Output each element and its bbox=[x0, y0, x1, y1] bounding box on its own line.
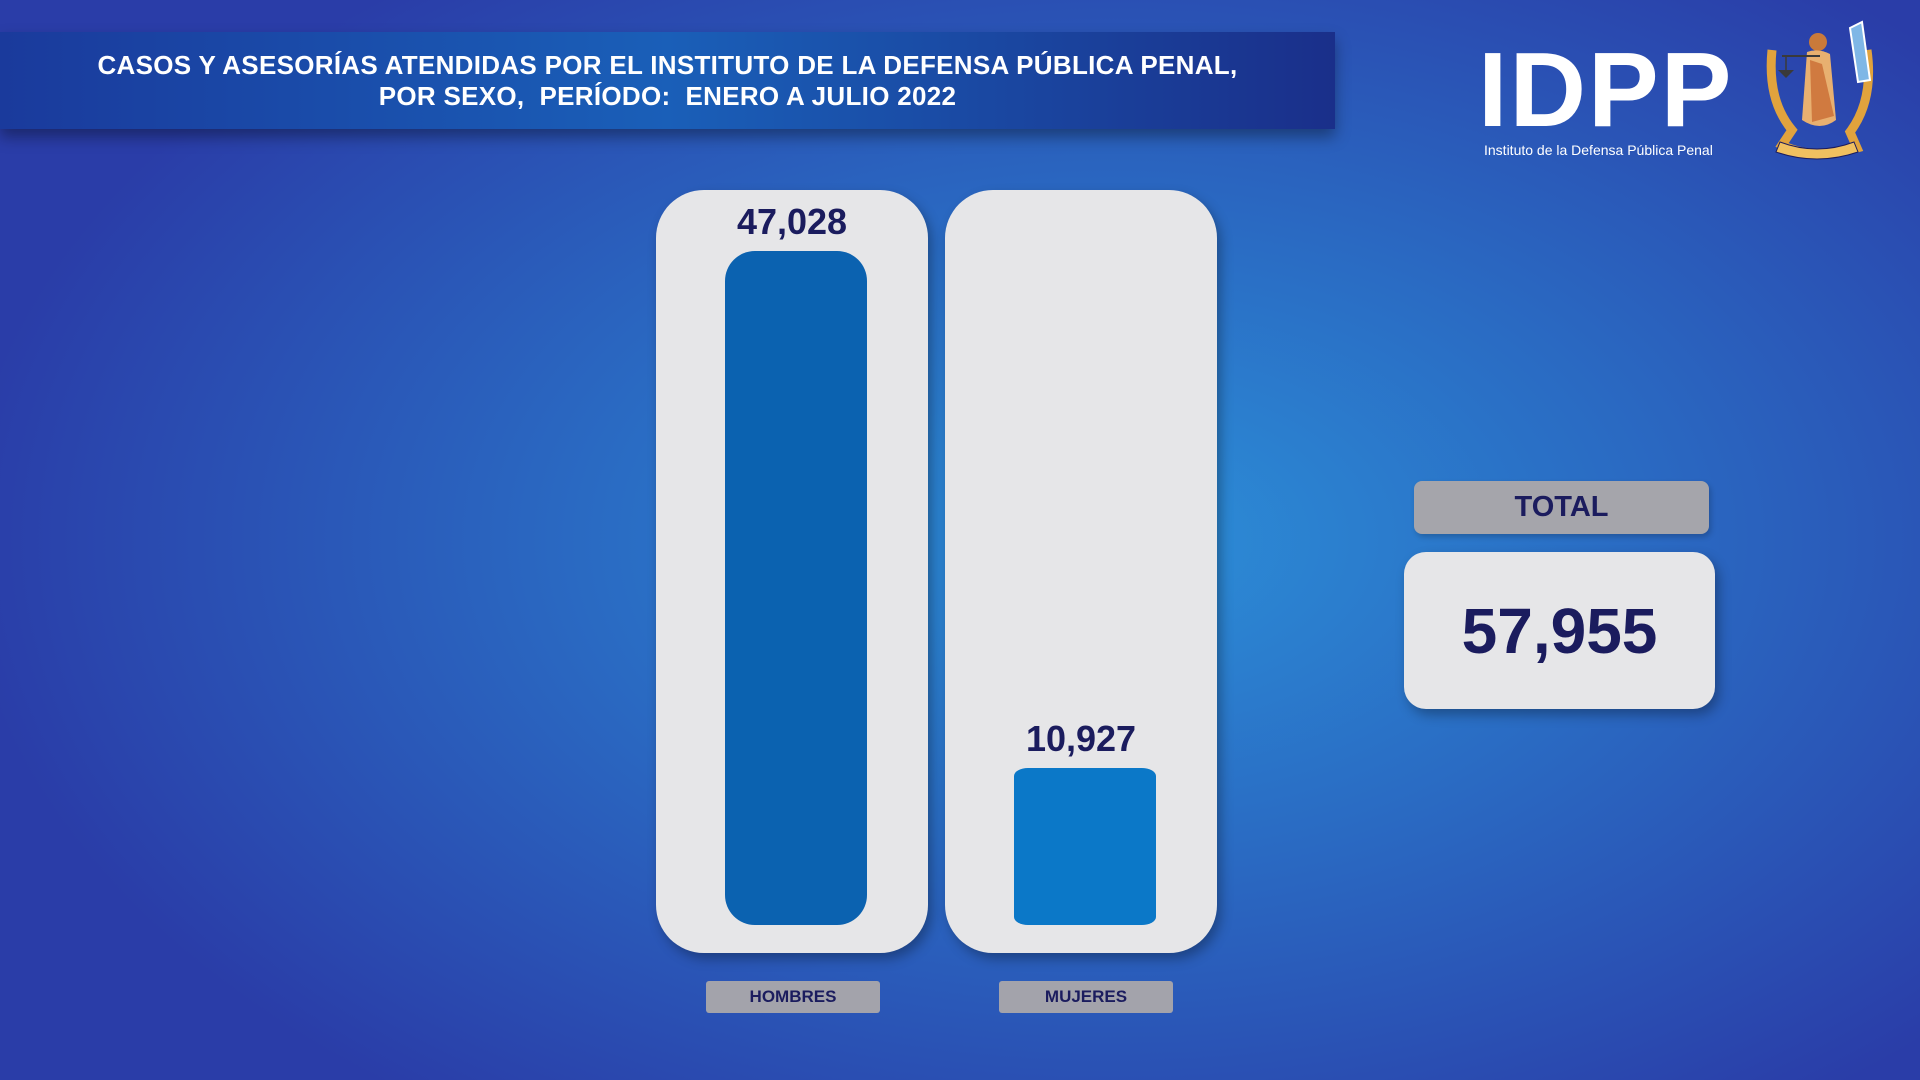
logo-text: IDPP bbox=[1478, 31, 1734, 149]
title-banner: CASOS Y ASESORÍAS ATENDIDAS POR EL INSTI… bbox=[0, 32, 1335, 129]
value-label-mujeres: 10,927 bbox=[1025, 718, 1137, 759]
idpp-logo: IDPP Instituto de la Defensa Pública Pen… bbox=[1478, 31, 1738, 158]
total-label: TOTAL bbox=[1414, 481, 1709, 534]
justice-seal-icon bbox=[1766, 20, 1874, 160]
category-label-hombres: HOMBRES bbox=[706, 981, 880, 1013]
value-label-hombres: 47,028 bbox=[736, 201, 848, 242]
chart-title-line-1: CASOS Y ASESORÍAS ATENDIDAS POR EL INSTI… bbox=[97, 49, 1238, 80]
category-label-mujeres: MUJERES bbox=[999, 981, 1173, 1013]
logo-subtitle: Instituto de la Defensa Pública Penal bbox=[1484, 142, 1713, 158]
bar-mujeres bbox=[1014, 768, 1156, 925]
bar-hombres bbox=[725, 251, 867, 925]
total-value: 57,955 bbox=[1404, 552, 1715, 709]
chart-title-line-2: POR SEXO, PERÍODO: ENERO A JULIO 2022 bbox=[378, 80, 957, 111]
